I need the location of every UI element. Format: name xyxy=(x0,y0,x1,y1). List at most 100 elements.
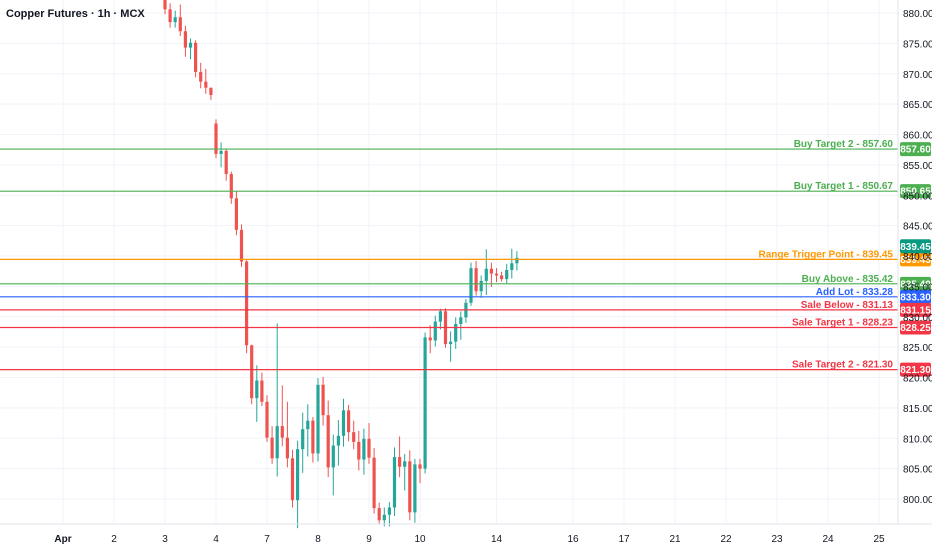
x-tick-label: 16 xyxy=(567,534,579,545)
price-tag-text: 833.30 xyxy=(900,292,931,303)
price-tag: 831.15 xyxy=(900,302,931,317)
level-label: Buy Target 2 - 857.60 xyxy=(794,139,894,150)
candle-body xyxy=(168,9,172,23)
candle-up xyxy=(423,332,427,474)
candle-down xyxy=(489,262,493,287)
candle-down xyxy=(214,119,218,159)
candle-body xyxy=(362,438,366,460)
price-tag: 850.65 xyxy=(900,184,931,199)
candle-down xyxy=(168,3,172,28)
candle-body xyxy=(372,457,376,509)
price-tag-bg xyxy=(900,184,931,199)
candle-body xyxy=(296,449,300,501)
candle-down xyxy=(260,372,264,407)
candle-up xyxy=(403,454,407,491)
candle-down xyxy=(428,325,432,354)
candle-up xyxy=(316,378,320,462)
candle-down xyxy=(367,423,371,464)
x-tick-label: 3 xyxy=(162,534,168,545)
last-price-tag-text: 839.45 xyxy=(900,242,931,253)
candle-down xyxy=(250,344,254,405)
candle-up xyxy=(392,447,397,517)
candle-up xyxy=(454,317,458,349)
candle-body xyxy=(357,441,361,460)
price-tag: 828.25 xyxy=(900,320,931,335)
candle-down xyxy=(234,190,238,236)
candle-body xyxy=(280,426,284,438)
candle-down xyxy=(194,40,198,78)
x-tick-label: 21 xyxy=(669,534,681,545)
price-tag: 833.30 xyxy=(900,289,931,304)
candle-down xyxy=(357,430,361,471)
candle-body xyxy=(413,464,417,513)
time-axis[interactable]: Apr 2 3 4 7 8 9 10 14 16 17 21 22 23 24 25 xyxy=(0,523,932,545)
candle-up xyxy=(382,507,386,527)
candle-body xyxy=(183,31,187,48)
candle-body xyxy=(275,426,279,459)
price-tag: 857.60 xyxy=(900,142,931,157)
candle-body xyxy=(199,71,203,82)
y-tick-label: 810.00 xyxy=(903,434,932,445)
candle-body xyxy=(326,415,330,468)
y-tick-label: 870.00 xyxy=(903,70,932,81)
candle-body xyxy=(311,420,315,454)
candle-body xyxy=(245,261,249,346)
candle-up xyxy=(505,263,509,284)
candle-body xyxy=(449,341,453,345)
y-tick-label: 815.00 xyxy=(903,404,932,415)
candle-body xyxy=(438,311,442,322)
candle-down xyxy=(178,4,182,37)
candle-body xyxy=(494,273,499,276)
candle-body xyxy=(418,464,422,469)
level-label: Sale Target 1 - 828.23 xyxy=(792,318,893,329)
x-tick-label: Apr xyxy=(54,534,71,545)
level-label: Sale Target 2 - 821.30 xyxy=(792,360,893,371)
candle-down xyxy=(265,395,269,442)
candle-body xyxy=(204,81,208,88)
candle-down xyxy=(347,404,351,442)
x-tick-label: 4 xyxy=(213,534,219,545)
candle-down xyxy=(372,447,376,514)
candle-body xyxy=(484,268,488,281)
candle-up xyxy=(188,38,193,60)
candle-body xyxy=(341,410,346,436)
level-label: Buy Above - 835.42 xyxy=(802,274,894,285)
candle-down xyxy=(239,224,244,267)
candle-up xyxy=(459,311,463,340)
price-axis[interactable]: 800.00 805.00 810.00 815.00 820.00 825.00 830.… xyxy=(897,0,932,524)
level-label: Sale Below - 831.13 xyxy=(801,300,894,311)
candle-up xyxy=(219,142,223,168)
candle-body xyxy=(515,257,519,264)
candle-body xyxy=(403,461,407,467)
candle-body xyxy=(194,42,198,72)
candle-body xyxy=(408,461,412,513)
candle-down xyxy=(500,271,504,282)
price-tag-text: 831.15 xyxy=(900,305,931,316)
y-tick-label: 880.00 xyxy=(903,9,932,20)
candle-body xyxy=(214,123,218,154)
candle-up xyxy=(255,365,259,422)
candle-up xyxy=(336,420,340,466)
x-tick-label: 23 xyxy=(771,534,783,545)
y-tick-label: 820.00 xyxy=(903,374,932,385)
candle-body xyxy=(229,173,233,199)
candle-body xyxy=(382,514,386,521)
y-tick-label: 845.00 xyxy=(903,222,932,233)
x-tick-label: 14 xyxy=(491,534,503,545)
candle-down xyxy=(245,260,249,354)
candle-body xyxy=(423,337,427,469)
y-tick-label: 855.00 xyxy=(903,161,932,172)
y-tick-label: 875.00 xyxy=(903,39,932,50)
candle-body xyxy=(250,345,254,399)
y-tick-label: 800.00 xyxy=(903,495,932,506)
candle-up xyxy=(449,331,453,362)
candle-body xyxy=(489,268,493,274)
candle-body xyxy=(336,435,340,446)
candle-up xyxy=(433,315,437,347)
candle-up xyxy=(331,434,335,496)
candle-down xyxy=(326,400,330,478)
y-tick-label: 830.00 xyxy=(903,313,932,324)
candle-up xyxy=(479,275,483,298)
candle-down xyxy=(352,420,356,450)
